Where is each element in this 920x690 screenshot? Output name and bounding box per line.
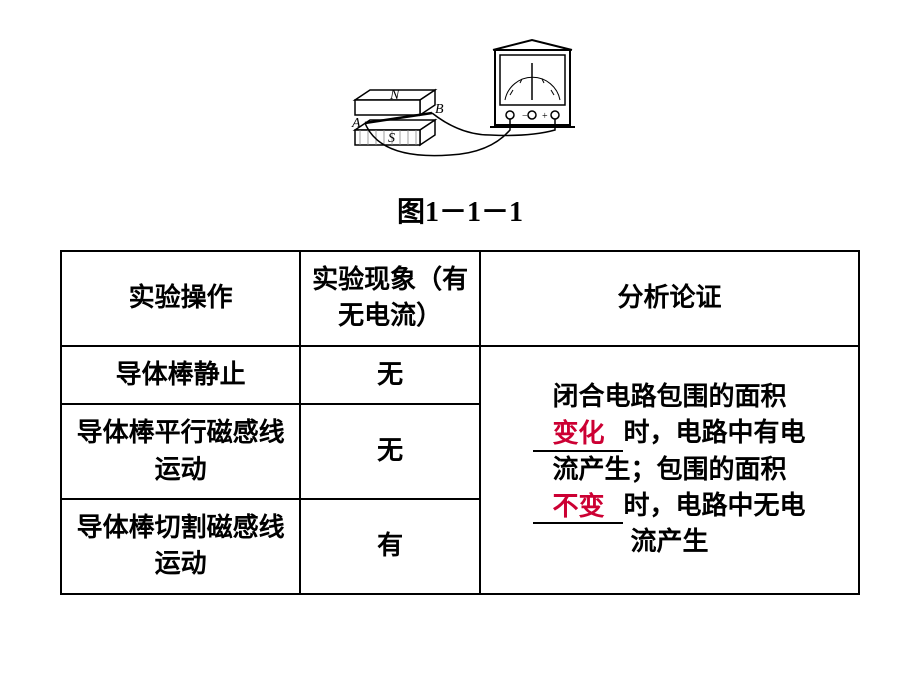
cell-operation-2: 导体棒平行磁感线运动 xyxy=(61,404,300,499)
analysis-text-2: 时，电路中有电 xyxy=(623,418,805,447)
analysis-text-3: 流产生；包围的面积 xyxy=(552,455,786,484)
table-header-row: 实验操作 实验现象（有无电流） 分析论证 xyxy=(61,251,859,346)
experiment-table: 实验操作 实验现象（有无电流） 分析论证 导体棒静止 无 闭合电路包围的面积 变… xyxy=(60,250,860,595)
point-a-label: A xyxy=(351,116,361,131)
magnet-north-label: N xyxy=(389,88,400,103)
header-phenomenon: 实验现象（有无电流） xyxy=(300,251,480,346)
physics-diagram: − + N S A B xyxy=(320,30,600,180)
cell-analysis: 闭合电路包围的面积 变化时，电路中有电 流产生；包围的面积 不变时，电路中无电 … xyxy=(480,346,859,594)
header-analysis: 分析论证 xyxy=(480,251,859,346)
blank-2: 不变 xyxy=(533,493,623,524)
cell-operation-1: 导体棒静止 xyxy=(61,346,300,404)
point-b-label: B xyxy=(435,102,444,117)
svg-text:+: + xyxy=(542,111,548,122)
figure-caption: 图1－1－1 xyxy=(397,190,523,230)
answer-2: 不变 xyxy=(552,489,604,525)
cell-phenomenon-3: 有 xyxy=(300,499,480,594)
magnet-south-label: S xyxy=(388,131,395,146)
analysis-text-4: 时，电路中无电 xyxy=(623,491,805,520)
cell-operation-3: 导体棒切割磁感线运动 xyxy=(61,499,300,594)
analysis-text-5: 流产生 xyxy=(630,527,708,556)
table-row: 导体棒静止 无 闭合电路包围的面积 变化时，电路中有电 流产生；包围的面积 不变… xyxy=(61,346,859,404)
cell-phenomenon-1: 无 xyxy=(300,346,480,404)
cell-phenomenon-2: 无 xyxy=(300,404,480,499)
svg-text:−: − xyxy=(522,111,528,122)
answer-1: 变化 xyxy=(552,416,604,452)
header-operation: 实验操作 xyxy=(61,251,300,346)
analysis-text-1: 闭合电路包围的面积 xyxy=(552,382,786,411)
blank-1: 变化 xyxy=(533,420,623,451)
